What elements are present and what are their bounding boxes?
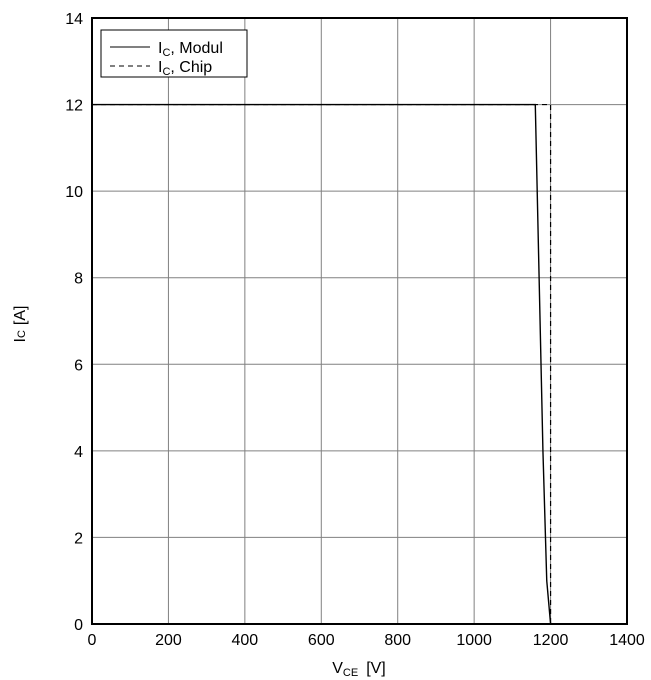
y-tick-label: 8 <box>74 271 83 288</box>
y-tick-label: 2 <box>74 530 83 547</box>
x-tick-label: 200 <box>155 632 182 649</box>
y-tick-labels: 0 2 4 6 8 10 12 14 <box>65 11 83 634</box>
x-tick-label: 1000 <box>456 632 492 649</box>
y-axis-label: IC[A] <box>12 306 29 343</box>
legend-entry-chip: IC, Chip <box>158 59 212 78</box>
x-tick-label: 0 <box>88 632 97 649</box>
y-tick-label: 0 <box>74 617 83 634</box>
legend-entry-modul: IC, Modul <box>158 40 223 59</box>
y-tick-label: 6 <box>74 357 83 374</box>
x-tick-label: 1200 <box>533 632 569 649</box>
legend: IC, Modul IC, Chip <box>100 29 248 78</box>
grid <box>91 17 628 625</box>
x-tick-label: 600 <box>308 632 335 649</box>
y-tick-label: 4 <box>74 444 83 461</box>
y-tick-label: 14 <box>65 11 83 28</box>
x-tick-labels: 0 200 400 600 800 1000 1200 1400 <box>88 632 645 649</box>
x-tick-label: 400 <box>232 632 259 649</box>
series-line-chip <box>92 103 552 624</box>
x-tick-label: 1400 <box>609 632 645 649</box>
plot-frame <box>91 17 628 625</box>
series-layer <box>92 103 552 625</box>
y-tick-label: 12 <box>65 98 83 115</box>
legend-box <box>100 29 248 78</box>
x-axis-label: VCE [V] <box>332 660 386 679</box>
x-tick-label: 800 <box>384 632 411 649</box>
y-tick-label: 10 <box>65 184 83 201</box>
